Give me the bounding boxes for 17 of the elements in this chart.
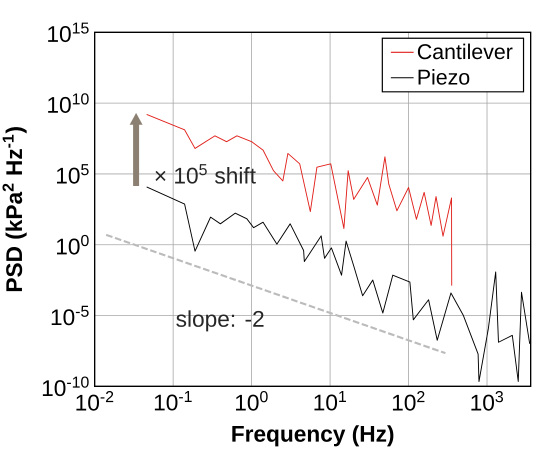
annotation: × 10$^{5}$ shift	[155, 164, 256, 184]
x-tick-label: 10$^{2}$	[392, 391, 424, 411]
x-tick-label: 10$^{3}$	[471, 391, 504, 411]
annotation: slope: -2	[176, 310, 264, 332]
x-axis-title: Frequency (Hz)	[232, 425, 394, 446]
legend-label: Piezo	[418, 69, 470, 85]
y-tick-label: 10$^{15}$	[48, 22, 89, 42]
x-tick-label: 10$^{-1}$	[154, 391, 192, 411]
y-tick-label: 10$^{-5}$	[52, 306, 89, 326]
y-tick-label: 10$^{10}$	[48, 93, 89, 113]
x-tick-label: 10$^{0}$	[236, 391, 268, 411]
y-tick-label: 10$^{0}$	[56, 234, 89, 255]
x-tick-label: 10$^{-2}$	[76, 391, 114, 411]
x-tick-label: 10$^{1}$	[314, 391, 346, 411]
legend-label: Cantilever	[418, 44, 512, 60]
y-axis-title: PSD (kPa$^{2}$ Hz$^{-1}$)	[2, 127, 27, 292]
y-tick-label: 10$^{5}$	[56, 164, 89, 184]
